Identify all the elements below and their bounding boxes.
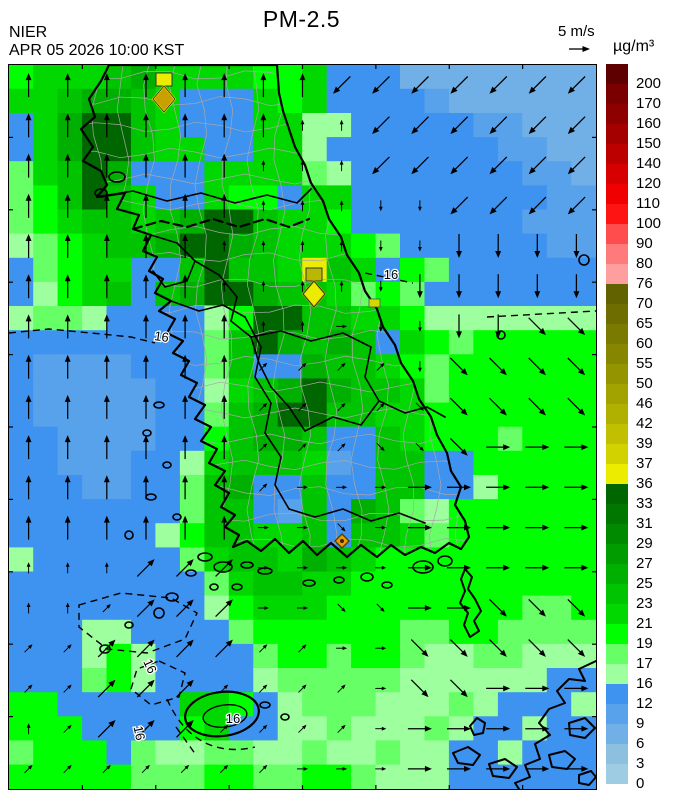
colorbar-cell bbox=[606, 724, 628, 744]
colorbar-cell bbox=[606, 584, 628, 604]
station-marker-central bbox=[301, 267, 327, 309]
contour-label: 16 bbox=[226, 711, 240, 726]
colorbar-tick-label: 46 bbox=[636, 395, 653, 412]
colorbar-cell bbox=[606, 704, 628, 724]
colorbar-cell bbox=[606, 204, 628, 224]
colorbar-labels: 200 170 160 150 140 120 110 100 90 80 76 70 65 60 55 50… bbox=[636, 64, 673, 794]
colorbar-cell bbox=[606, 224, 628, 244]
station-marker-north bbox=[151, 72, 177, 114]
colorbar-tick-label: 55 bbox=[636, 355, 653, 372]
colorbar-cell bbox=[606, 164, 628, 184]
contour-label: 16 bbox=[153, 328, 169, 345]
colorbar-cell bbox=[606, 764, 628, 784]
agency-label: NIER bbox=[9, 24, 48, 41]
colorbar-cell bbox=[606, 64, 628, 84]
colorbar-cell bbox=[606, 504, 628, 524]
colorbar-cell bbox=[606, 144, 628, 164]
colorbar-cell bbox=[606, 484, 628, 504]
colorbar-cell bbox=[606, 384, 628, 404]
wind-reference-label: 5 m/s bbox=[558, 23, 595, 40]
colorbar-tick-label: 140 bbox=[636, 155, 662, 172]
colorbar-tick-label: 90 bbox=[636, 235, 653, 252]
colorbar-tick-label: 36 bbox=[636, 475, 653, 492]
colorbar-cell bbox=[606, 684, 628, 704]
colorbar-cell bbox=[606, 564, 628, 584]
frame-ticks bbox=[9, 65, 596, 789]
colorbar-tick-label: 200 bbox=[636, 75, 662, 92]
colorbar-cell bbox=[606, 244, 628, 264]
pm-grid bbox=[9, 65, 596, 789]
colorbar-cell bbox=[606, 544, 628, 564]
colorbar-tick-label: 65 bbox=[636, 315, 653, 332]
colorbar-tick-label: 27 bbox=[636, 555, 653, 572]
colorbar-tick-label: 3 bbox=[636, 755, 645, 772]
coastline bbox=[79, 65, 596, 789]
colorbar-cell bbox=[606, 324, 628, 344]
colorbar-tick-label: 29 bbox=[636, 535, 653, 552]
station-patch bbox=[368, 298, 381, 308]
colorbar-cell bbox=[606, 624, 628, 644]
colorbar-tick-label: 60 bbox=[636, 335, 653, 352]
colorbar-tick-label: 17 bbox=[636, 655, 653, 672]
page-title: PM-2.5 bbox=[262, 6, 341, 32]
colorbar-tick-label: 37 bbox=[636, 455, 653, 472]
contour-label: 16 bbox=[384, 267, 398, 282]
colorbar-cell bbox=[606, 444, 628, 464]
colorbar-cell bbox=[606, 664, 628, 684]
colorbar bbox=[606, 64, 628, 784]
contour-lines bbox=[9, 272, 596, 756]
colorbar-cell bbox=[606, 424, 628, 444]
unit-label: µg/m³ bbox=[613, 38, 655, 55]
colorbar-cell bbox=[606, 644, 628, 664]
datetime-label: APR 05 2026 10:00 KST bbox=[9, 42, 185, 59]
colorbar-cell bbox=[606, 404, 628, 424]
colorbar-cell bbox=[606, 264, 628, 284]
colorbar-tick-label: 23 bbox=[636, 595, 653, 612]
colorbar-tick-label: 39 bbox=[636, 435, 653, 452]
colorbar-cell bbox=[606, 284, 628, 304]
map-canvas: 16 16 16 16 16 bbox=[8, 64, 597, 790]
colorbar-tick-label: 42 bbox=[636, 415, 653, 432]
colorbar-tick-label: 120 bbox=[636, 175, 662, 192]
colorbar-tick-label: 100 bbox=[636, 215, 662, 232]
colorbar-tick-label: 16 bbox=[636, 675, 653, 692]
colorbar-cell bbox=[606, 304, 628, 324]
contour-label: 16 bbox=[131, 724, 149, 741]
colorbar-cell bbox=[606, 464, 628, 484]
colorbar-tick-label: 160 bbox=[636, 115, 662, 132]
station-markers bbox=[151, 72, 381, 549]
colorbar-cell bbox=[606, 524, 628, 544]
colorbar-tick-label: 70 bbox=[636, 295, 653, 312]
colorbar-tick-label: 33 bbox=[636, 495, 653, 512]
colorbar-cell bbox=[606, 364, 628, 384]
colorbar-cell bbox=[606, 744, 628, 764]
colorbar-tick-label: 31 bbox=[636, 515, 653, 532]
colorbar-tick-label: 6 bbox=[636, 735, 645, 752]
colorbar-cell bbox=[606, 184, 628, 204]
colorbar-cell bbox=[606, 124, 628, 144]
colorbar-tick-label: 25 bbox=[636, 575, 653, 592]
colorbar-tick-label: 12 bbox=[636, 695, 653, 712]
colorbar-tick-label: 80 bbox=[636, 255, 653, 272]
wind-reference-arrow-icon bbox=[566, 41, 592, 59]
colorbar-cell bbox=[606, 104, 628, 124]
colorbar-tick-label: 19 bbox=[636, 635, 653, 652]
colorbar-tick-label: 9 bbox=[636, 715, 645, 732]
colorbar-tick-label: 0 bbox=[636, 775, 645, 792]
station-marker-south bbox=[334, 533, 350, 549]
colorbar-cell bbox=[606, 604, 628, 624]
colorbar-tick-label: 150 bbox=[636, 135, 662, 152]
colorbar-tick-label: 170 bbox=[636, 95, 662, 112]
colorbar-cell bbox=[606, 344, 628, 364]
colorbar-tick-label: 21 bbox=[636, 615, 653, 632]
colorbar-cell bbox=[606, 84, 628, 104]
colorbar-tick-label: 110 bbox=[636, 195, 660, 212]
colorbar-tick-label: 50 bbox=[636, 375, 653, 392]
wind-vectors bbox=[24, 73, 589, 774]
colorbar-tick-label: 76 bbox=[636, 275, 653, 292]
